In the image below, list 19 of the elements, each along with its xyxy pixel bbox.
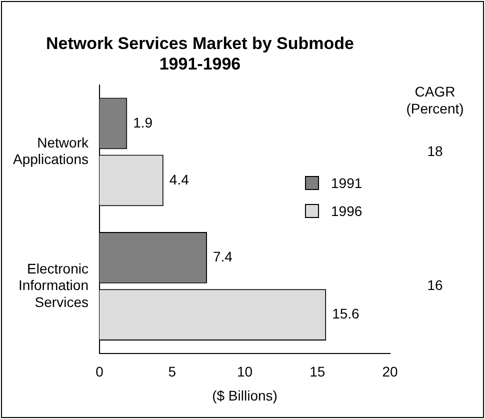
data-label: 1.9 <box>133 114 153 130</box>
text: 18 <box>427 142 443 159</box>
text: CAGR (Percent) <box>406 84 464 117</box>
data-label: 15.6 <box>332 306 360 322</box>
legend-label: 1996 <box>331 203 362 219</box>
x-tick-label: 20 <box>382 364 398 380</box>
x-axis-title: ($ Billions) <box>212 387 278 404</box>
y-tick-label: Electronic Information Services <box>18 260 88 310</box>
chart-subtitle: 1991-1996 <box>159 54 241 74</box>
x-tick-label: 10 <box>236 364 253 380</box>
x-tick-label: 5 <box>168 364 176 380</box>
data-label: 7.4 <box>212 248 233 265</box>
chart-title: Network Services Market by Submode <box>46 34 354 53</box>
x-tick-label: 0 <box>96 364 104 380</box>
data-label: 4.4 <box>169 171 190 188</box>
x-tick-label: 15 <box>310 364 326 380</box>
legend-label: 1991 <box>331 175 362 191</box>
text: 16 <box>427 277 443 294</box>
y-tick-label: Network Applications <box>12 134 90 168</box>
